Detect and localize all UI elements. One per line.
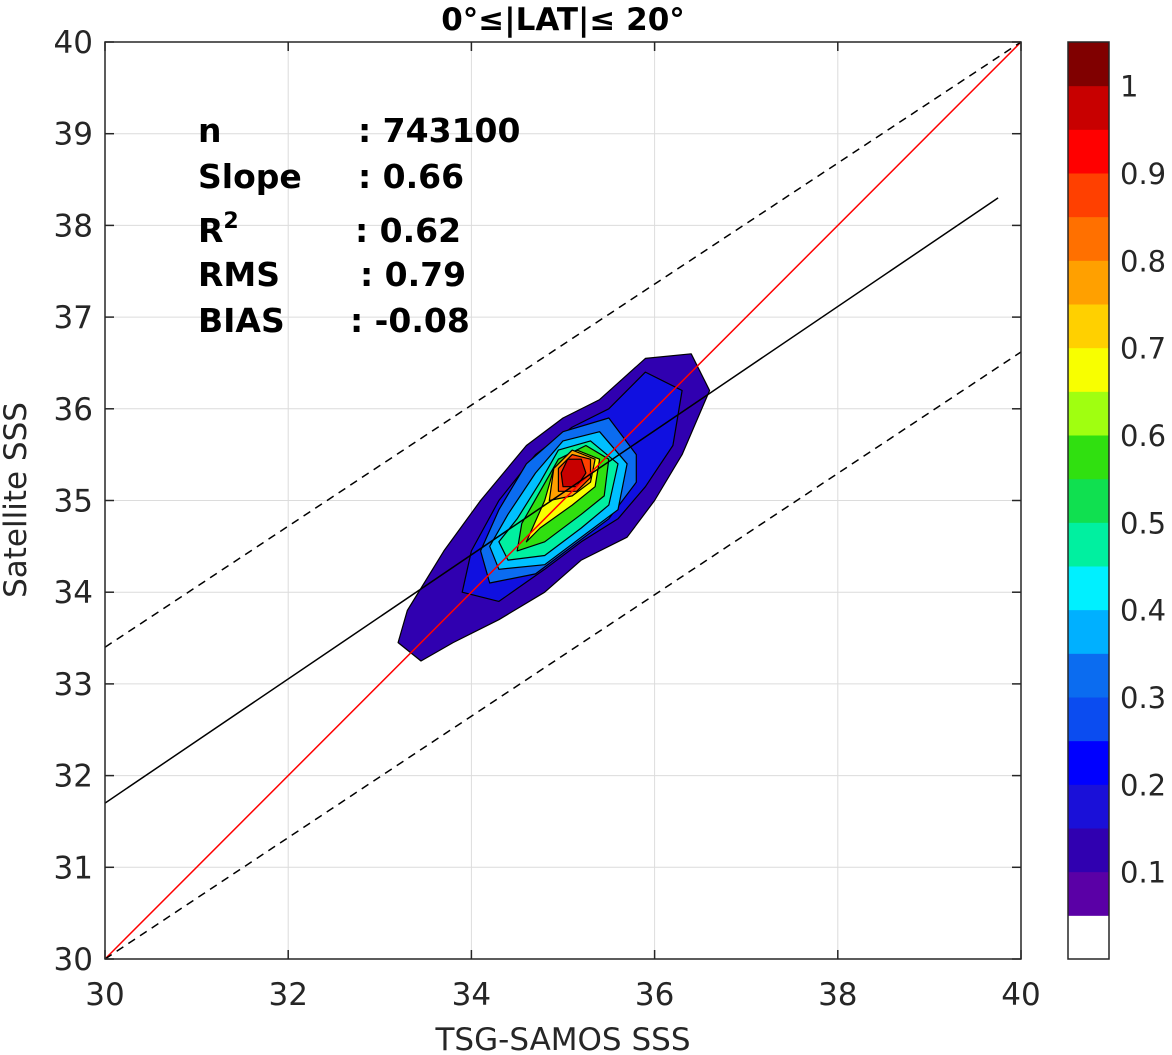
colorbar-segment: [1068, 260, 1109, 305]
colorbar: 0.1 0.2 0.3 0.4 0.5 0.6 0.7 0.8 0.9 1: [1067, 41, 1166, 960]
y-tick-label: 36: [54, 392, 93, 428]
stat-r2-value: : 0.62: [355, 211, 461, 250]
colorbar-segment: [1068, 566, 1109, 611]
colorbar-segment: [1068, 129, 1109, 174]
stat-n-value: : 743100: [358, 111, 520, 150]
colorbar-segment: [1068, 173, 1109, 218]
colorbar-segment: [1068, 216, 1109, 261]
stat-r2-label: R2: [198, 209, 239, 250]
stat-n-label: n: [198, 111, 222, 150]
y-axis-label: Satellite SSS: [0, 402, 34, 598]
y-tick-label: 31: [54, 850, 93, 886]
colorbar-segment: [1068, 697, 1109, 742]
reference-lines: [105, 42, 1021, 959]
colorbar-segment: [1068, 784, 1109, 829]
colorbar-segment: [1068, 42, 1109, 87]
colorbar-tick-label: 0.6: [1120, 419, 1166, 453]
x-tick-label: 30: [85, 977, 124, 1013]
stat-r2-superscript: 2: [223, 209, 238, 234]
x-tick-label: 32: [268, 977, 307, 1013]
colorbar-tick-label: 0.9: [1120, 157, 1166, 191]
axis-ticks: 30 32 34 36 38 40 30 31 32 33 34 35 36 37 38 39 40: [54, 25, 1041, 1013]
x-tick-label: 34: [452, 977, 491, 1013]
colorbar-segment: [1068, 391, 1109, 436]
colorbar-segment: [1068, 478, 1109, 523]
x-tick-label: 36: [635, 977, 674, 1013]
colorbar-frame: [1067, 41, 1110, 960]
y-tick-label: 33: [54, 667, 93, 703]
lower-bound-line: [105, 351, 1021, 959]
y-tick-label: 30: [54, 942, 93, 978]
y-tick-label: 38: [54, 208, 93, 244]
y-tick-label: 35: [54, 484, 93, 520]
x-tick-label: 38: [818, 977, 857, 1013]
colorbar-tick-label: 0.8: [1120, 244, 1166, 278]
stat-bias-label: BIAS: [198, 301, 285, 340]
stat-r2-base: R: [198, 211, 223, 250]
one-to-one-line: [105, 42, 1021, 959]
x-tick-label: 40: [1001, 977, 1040, 1013]
x-axis-label: TSG-SAMOS SSS: [435, 1022, 691, 1055]
colorbar-tick-label: 0.7: [1120, 332, 1166, 366]
stat-slope-label: Slope: [198, 157, 302, 196]
colorbar-segment: [1068, 304, 1109, 349]
stat-rms-label: RMS: [198, 255, 280, 294]
y-tick-label: 34: [54, 575, 93, 611]
colorbar-tick-label: 0.2: [1120, 768, 1166, 802]
regression-line: [105, 197, 999, 804]
colorbar-segment: [1068, 609, 1109, 654]
y-tick-label: 40: [54, 25, 93, 61]
stat-rms-value: : 0.79: [360, 255, 466, 294]
stats-annotation: n : 743100 Slope : 0.66 R2 : 0.62 RMS : …: [198, 111, 520, 340]
stat-slope-value: : 0.66: [358, 157, 464, 196]
colorbar-segment: [1068, 653, 1109, 698]
y-tick-label: 39: [54, 117, 93, 153]
colorbar-tick-label: 0.4: [1120, 594, 1166, 628]
colorbar-tick-label: 0.1: [1120, 856, 1166, 890]
y-tick-label: 32: [54, 759, 93, 795]
y-tick-label: 37: [54, 300, 93, 336]
colorbar-tick-label: 1: [1120, 70, 1138, 104]
colorbar-tick-label: 0.3: [1120, 681, 1166, 715]
colorbar-tick-label: 0.5: [1120, 506, 1166, 540]
colorbar-segment: [1068, 740, 1109, 785]
colorbar-segment: [1068, 871, 1109, 916]
colorbar-segment: [1068, 85, 1109, 130]
colorbar-segment: [1068, 522, 1109, 567]
colorbar-segment: [1068, 435, 1109, 480]
upper-bound-line: [105, 42, 1021, 648]
chart-title: 0°≤|LAT|≤ 20°: [441, 2, 685, 38]
colorbar-segment: [1068, 915, 1109, 960]
colorbar-segment: [1068, 828, 1109, 873]
stat-bias-value: : -0.08: [350, 301, 470, 340]
colorbar-segment: [1068, 347, 1109, 392]
